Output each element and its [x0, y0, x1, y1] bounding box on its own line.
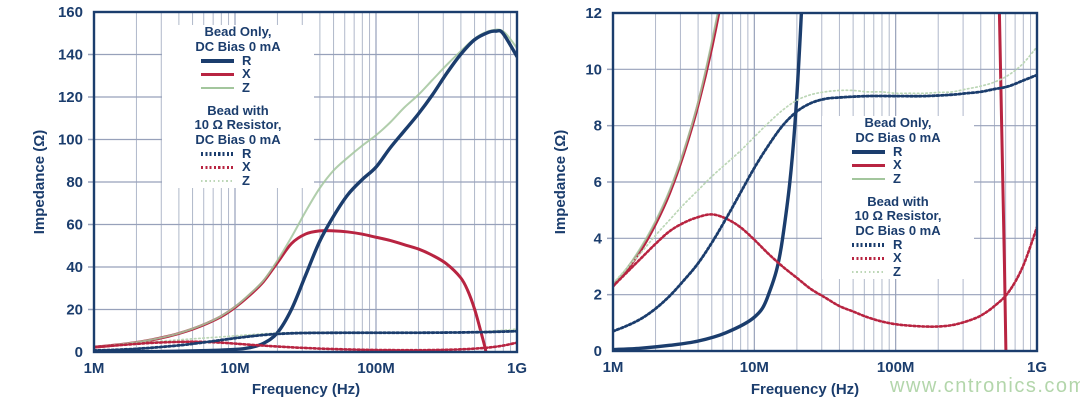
x-tick-label: 1M [84, 360, 105, 377]
x-axis-label-left-chart: Frequency (Hz) [251, 381, 361, 398]
legend-entry-bead-X: X [822, 157, 974, 173]
legend-entry-res-X: X [822, 250, 974, 266]
dotted-green-line-sample [201, 179, 234, 182]
y-tick-label: 160 [58, 4, 83, 21]
solid-red-line-sample [852, 163, 885, 167]
dotted-red-line-sample [852, 256, 885, 260]
y-tick-label: 10 [585, 61, 602, 78]
curve-bead_Z [94, 28, 517, 349]
curve-res_X [613, 213, 1037, 328]
y-tick-label: 0 [75, 344, 83, 361]
curve-bead_R [94, 28, 517, 352]
y-tick-label: 120 [58, 89, 83, 106]
legend-entry-bead-X: X [162, 66, 314, 82]
x-tick-label: 100M [357, 360, 395, 377]
legend-entry-res-R: R [162, 146, 314, 161]
x-tick-label: 1G [507, 360, 527, 377]
curve-res_X [94, 340, 517, 352]
solid-navy-line-sample [852, 149, 885, 154]
solid-red-line-sample [201, 72, 234, 76]
x-tick-label: 1G [1027, 359, 1047, 376]
y-tick-label: 140 [58, 47, 83, 64]
x-axis-label-right-chart: Frequency (Hz) [750, 381, 860, 398]
y-tick-label: 100 [58, 132, 83, 149]
x-tick-label: 100M [877, 359, 915, 376]
legend-entry-bead-Z: Z [822, 171, 974, 186]
dotted-navy-line-sample [852, 243, 885, 247]
curve-res_R [94, 329, 517, 352]
curve-bead_X [613, 13, 1008, 351]
legend-left-chart: Bead Only, DC Bias 0 mA R X Z Bead with … [162, 24, 314, 188]
dotted-red-line-sample [201, 165, 234, 169]
legend-entry-res-X: X [162, 159, 314, 175]
solid-green-line-sample [201, 86, 234, 89]
legend-group1-title: Bead Only, [204, 24, 272, 39]
x-tick-label: 10M [220, 360, 249, 377]
legend-right-chart: Bead Only, DC Bias 0 mA R X Z Bead with … [822, 115, 974, 279]
x-tick-label: 10M [740, 359, 769, 376]
y-tick-label: 20 [66, 302, 83, 319]
legend-entry-res-Z: Z [822, 264, 974, 279]
dotted-green-line-sample [852, 270, 885, 273]
y-tick-label: 4 [594, 230, 603, 247]
y-tick-label: 40 [66, 259, 83, 276]
y-axis-label-right-chart: Impedance (Ω) [552, 129, 569, 235]
solid-navy-line-sample [201, 58, 234, 63]
curve-bead_Z [613, 13, 719, 286]
y-tick-label: 60 [66, 217, 83, 234]
y-tick-label: 0 [594, 343, 602, 360]
legend-group1-title: Bead Only, [864, 115, 932, 130]
y-tick-label: 2 [594, 287, 602, 304]
curve-bead_R [613, 13, 804, 351]
legend-group2-title: Bead with [207, 102, 269, 118]
legend-entry-bead-R: R [822, 144, 974, 159]
dotted-navy-line-sample [201, 152, 234, 156]
legend-entry-bead-Z: Z [162, 80, 314, 95]
solid-green-line-sample [852, 177, 885, 180]
y-tick-label: 8 [594, 118, 602, 135]
x-tick-label: 1M [603, 359, 624, 376]
legend-entry-bead-R: R [162, 53, 314, 68]
y-axis-label-left-chart: Impedance (Ω) [31, 129, 48, 235]
y-tick-label: 12 [585, 5, 602, 22]
legend-entry-res-R: R [822, 237, 974, 252]
y-tick-label: 80 [66, 174, 83, 191]
legend-entry-res-Z: Z [162, 173, 314, 188]
watermark: www.cntronics.com [890, 375, 1080, 397]
curve-res_R [613, 73, 1037, 333]
y-tick-label: 6 [594, 174, 602, 191]
legend-group2-title: Bead with [867, 193, 929, 209]
curve-res_Z [613, 45, 1037, 285]
